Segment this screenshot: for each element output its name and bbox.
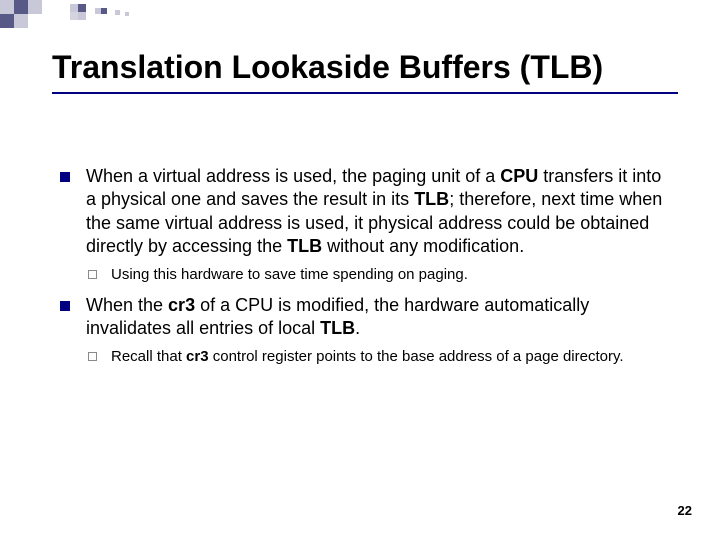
deco-block — [0, 14, 14, 28]
deco-block — [125, 12, 129, 16]
deco-block — [28, 0, 42, 14]
sub-bullet-text: Recall that cr3 control register points … — [111, 347, 624, 367]
slide-title: Translation Lookaside Buffers (TLB) — [52, 48, 678, 94]
deco-block — [70, 4, 78, 12]
bullet-item: When a virtual address is used, the pagi… — [60, 165, 676, 259]
bullet-text: When the cr3 of a CPU is modified, the h… — [86, 294, 676, 341]
bullet-square-icon — [60, 301, 70, 311]
slide-content: When a virtual address is used, the pagi… — [60, 165, 676, 376]
deco-block — [70, 12, 78, 20]
deco-block — [101, 8, 107, 14]
deco-block — [78, 4, 86, 12]
bullet-square-icon — [60, 172, 70, 182]
page-number: 22 — [678, 503, 692, 518]
sub-bullet-item: Using this hardware to save time spendin… — [88, 265, 676, 285]
bullet-text: When a virtual address is used, the pagi… — [86, 165, 676, 259]
sub-bullet-square-icon — [88, 270, 97, 279]
deco-block — [115, 10, 120, 15]
sub-bullet-item: Recall that cr3 control register points … — [88, 347, 676, 367]
title-block: Translation Lookaside Buffers (TLB) — [52, 48, 678, 94]
sub-bullet-text: Using this hardware to save time spendin… — [111, 265, 468, 285]
sub-bullet-square-icon — [88, 352, 97, 361]
bullet-item: When the cr3 of a CPU is modified, the h… — [60, 294, 676, 341]
deco-block — [78, 12, 86, 20]
corner-decoration — [0, 0, 140, 36]
deco-block — [14, 14, 28, 28]
deco-block — [14, 0, 28, 14]
deco-block — [0, 0, 14, 14]
